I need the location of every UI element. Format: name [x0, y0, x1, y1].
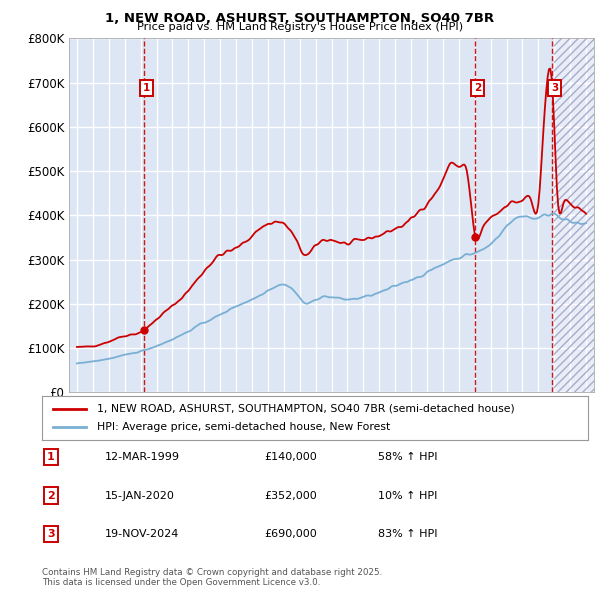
Bar — [554, 38, 594, 392]
Text: 15-JAN-2020: 15-JAN-2020 — [105, 491, 175, 500]
Text: £352,000: £352,000 — [264, 491, 317, 500]
Text: 58% ↑ HPI: 58% ↑ HPI — [378, 453, 437, 462]
Text: 83% ↑ HPI: 83% ↑ HPI — [378, 529, 437, 539]
Text: 2: 2 — [47, 491, 55, 500]
Text: 1: 1 — [47, 453, 55, 462]
Text: 10% ↑ HPI: 10% ↑ HPI — [378, 491, 437, 500]
Text: 19-NOV-2024: 19-NOV-2024 — [105, 529, 179, 539]
Text: 1: 1 — [143, 83, 150, 93]
Text: HPI: Average price, semi-detached house, New Forest: HPI: Average price, semi-detached house,… — [97, 422, 390, 432]
Text: Price paid vs. HM Land Registry's House Price Index (HPI): Price paid vs. HM Land Registry's House … — [137, 22, 463, 32]
Text: Contains HM Land Registry data © Crown copyright and database right 2025.
This d: Contains HM Land Registry data © Crown c… — [42, 568, 382, 587]
Bar — [554, 38, 594, 392]
Text: £140,000: £140,000 — [264, 453, 317, 462]
Text: 12-MAR-1999: 12-MAR-1999 — [105, 453, 180, 462]
Text: 1, NEW ROAD, ASHURST, SOUTHAMPTON, SO40 7BR (semi-detached house): 1, NEW ROAD, ASHURST, SOUTHAMPTON, SO40 … — [97, 404, 514, 414]
Text: 1, NEW ROAD, ASHURST, SOUTHAMPTON, SO40 7BR: 1, NEW ROAD, ASHURST, SOUTHAMPTON, SO40 … — [106, 12, 494, 25]
Text: 2: 2 — [474, 83, 481, 93]
Text: 3: 3 — [47, 529, 55, 539]
Text: 3: 3 — [551, 83, 559, 93]
Text: £690,000: £690,000 — [264, 529, 317, 539]
